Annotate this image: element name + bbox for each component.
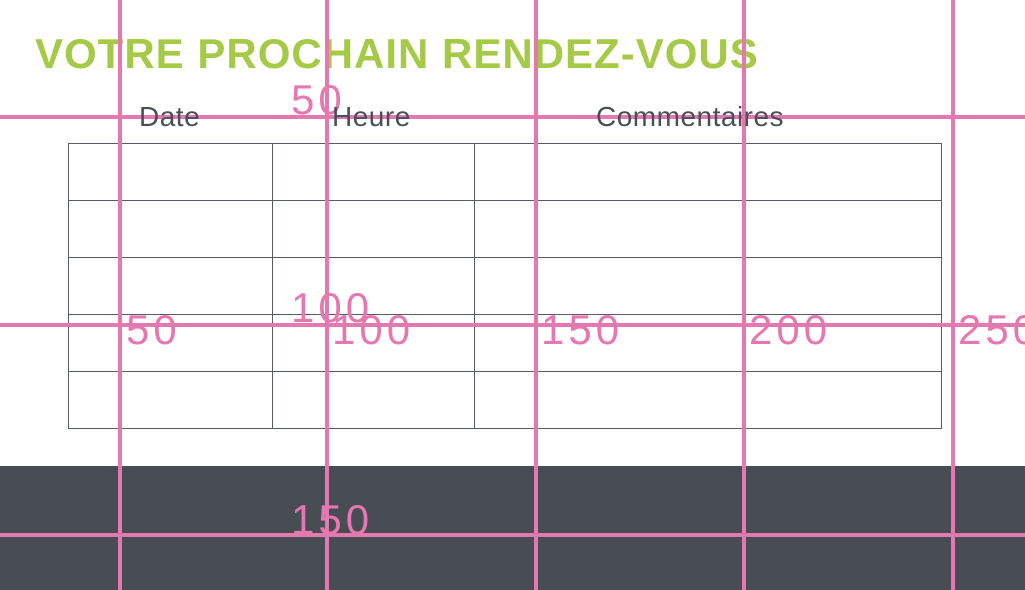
table-cell [272,371,475,429]
appointments-table [68,143,942,429]
table-cell [272,200,475,258]
grid-x-label-250: 250 [958,306,1025,353]
table-row [68,371,942,429]
table-row [68,257,942,315]
column-header-date: Date [139,101,201,132]
table-row [68,143,942,201]
table-cell [474,371,942,429]
table-cell [272,257,475,315]
table-cell [68,143,273,201]
table-cell [272,143,475,201]
table-cell [474,314,942,372]
table-cell [68,371,273,429]
column-header-commentaires: Commentaires [596,101,785,132]
appointments-table-body [68,143,942,429]
page-title: VOTRE PROCHAIN RENDEZ-VOUS [35,30,759,77]
table-cell [272,314,475,372]
table-row [68,200,942,258]
table-cell [474,200,942,258]
table-cell [68,200,273,258]
column-header-heure: Heure [332,101,411,132]
footer-band [0,466,1025,590]
table-cell [474,257,942,315]
table-row [68,314,942,372]
table-cell [68,257,273,315]
table-cell [474,143,942,201]
table-cell [68,314,273,372]
